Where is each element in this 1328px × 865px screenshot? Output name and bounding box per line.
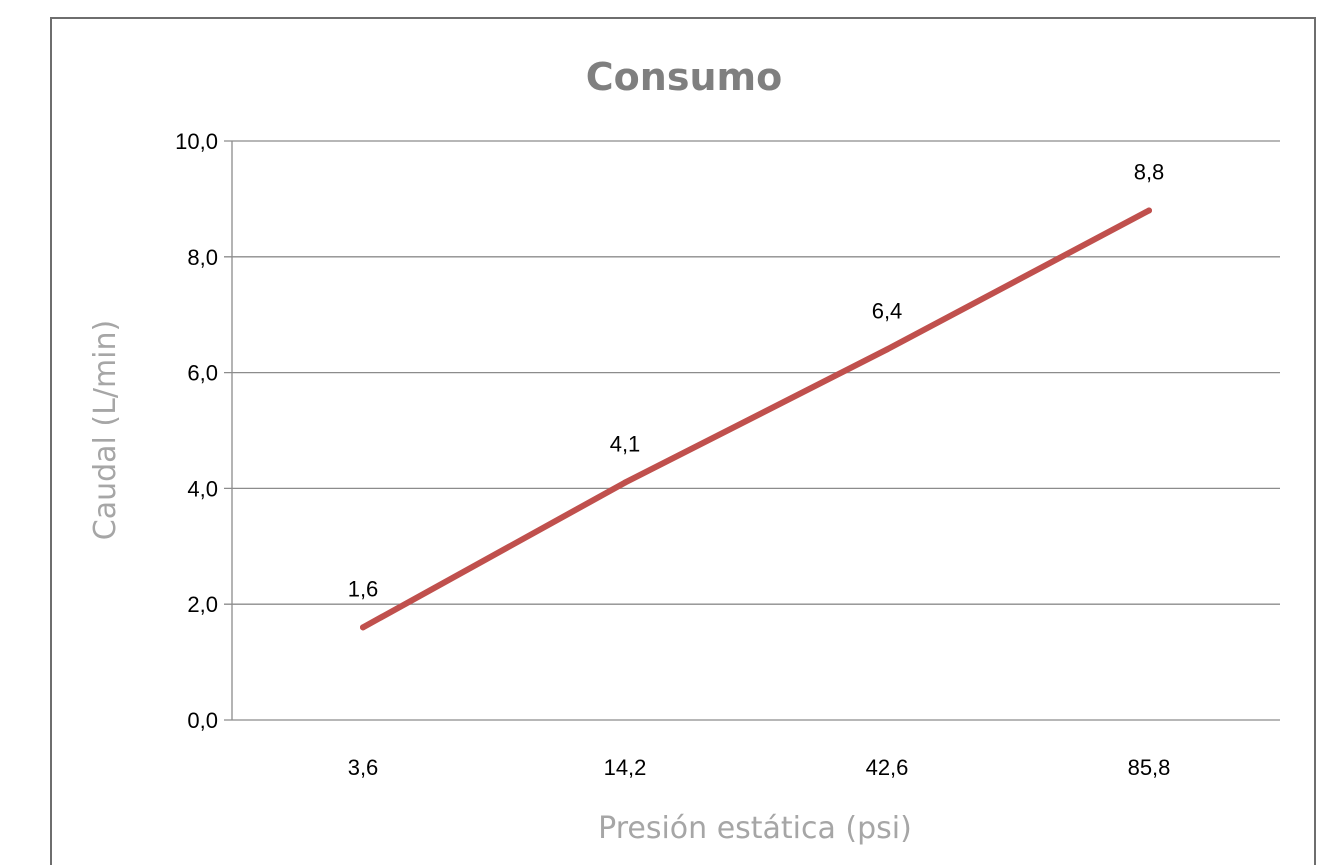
data-point xyxy=(622,479,628,486)
y-tick-label: 6,0 xyxy=(187,361,218,386)
x-tick-label: 14,2 xyxy=(604,755,647,780)
data-label: 4,1 xyxy=(610,432,641,457)
series-layer xyxy=(360,207,1152,631)
x-tick-label: 85,8 xyxy=(1128,755,1171,780)
y-tick-label: 0,0 xyxy=(187,708,218,733)
y-tick-label: 8,0 xyxy=(187,245,218,270)
data-label: 1,6 xyxy=(348,576,379,601)
data-point xyxy=(360,624,366,631)
y-axis-title: Caudal (L/min) xyxy=(88,320,123,540)
data-point xyxy=(884,346,890,353)
x-tick-label: 3,6 xyxy=(348,755,379,780)
x-axis-title: Presión estática (psi) xyxy=(598,811,912,846)
y-axis-ticks: 0,0 2,0 4,0 6,0 8,0 10,0 xyxy=(175,129,218,733)
y-tick-label: 2,0 xyxy=(187,592,218,617)
series-line xyxy=(360,207,1152,631)
data-label: 6,4 xyxy=(872,298,903,323)
data-labels: 1,6 4,1 6,4 8,8 xyxy=(348,159,1165,601)
chart-title: Consumo xyxy=(586,55,782,99)
x-tick-label: 42,6 xyxy=(866,755,909,780)
x-axis-ticks: 3,6 14,2 42,6 85,8 xyxy=(348,755,1171,780)
data-point xyxy=(1146,207,1152,214)
y-tick-label: 10,0 xyxy=(175,129,218,154)
data-label: 8,8 xyxy=(1134,159,1165,184)
y-tick-label: 4,0 xyxy=(187,476,218,501)
chart-area xyxy=(50,17,1316,865)
